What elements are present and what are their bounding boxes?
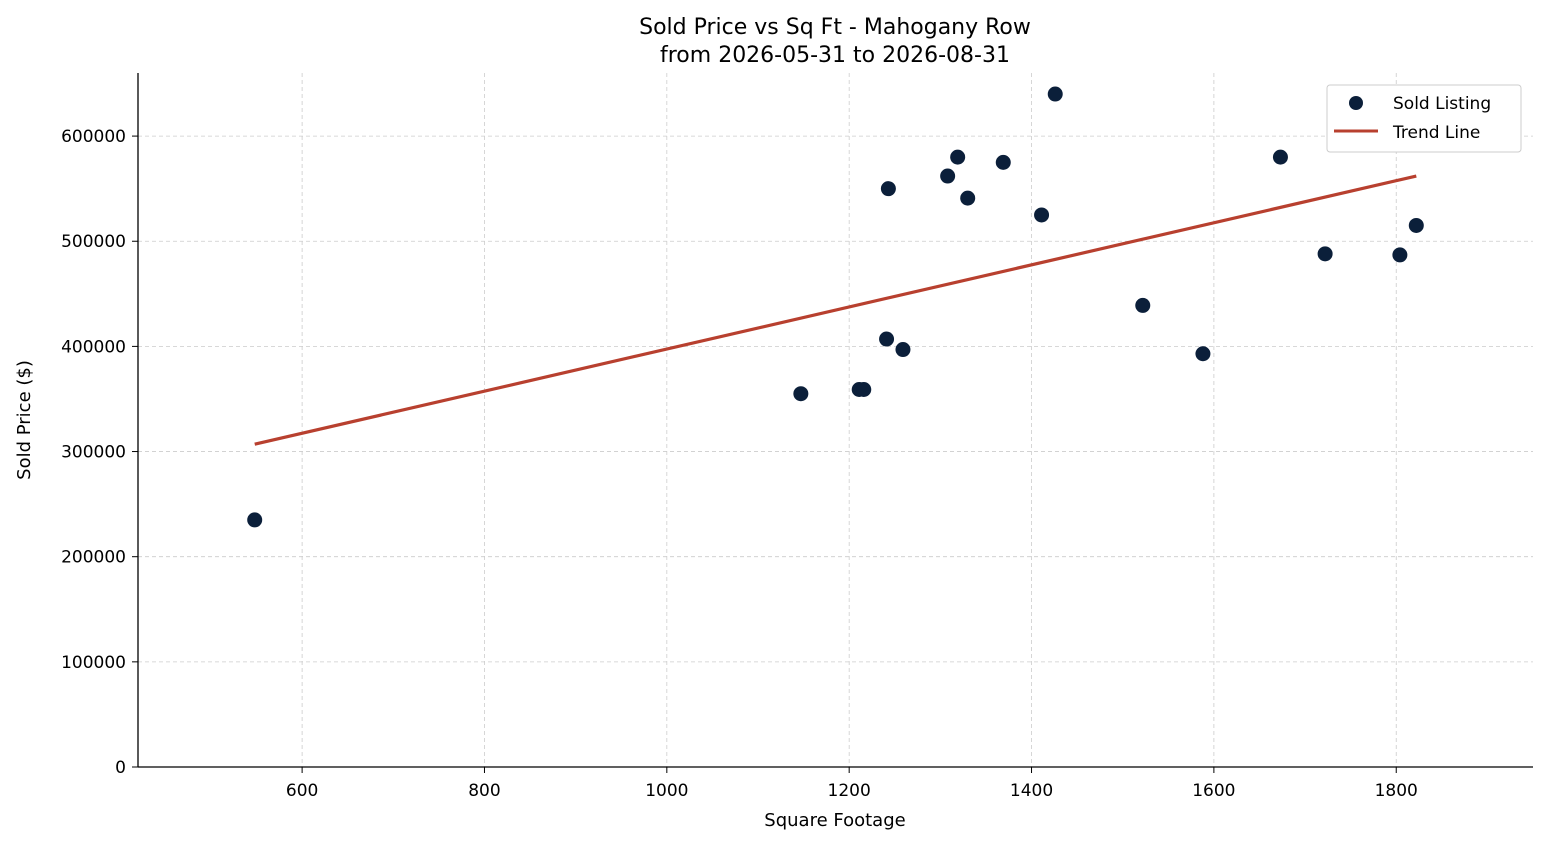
y-tick-label: 100000 (61, 653, 126, 673)
legend-scatter-marker (1349, 96, 1363, 110)
data-point (1047, 86, 1063, 102)
data-point (895, 342, 911, 358)
data-point (1272, 149, 1288, 165)
data-point (856, 382, 872, 398)
data-point (879, 331, 895, 347)
x-tick-label: 1600 (1192, 781, 1235, 801)
data-point (880, 181, 896, 197)
x-tick-label: 1800 (1375, 781, 1418, 801)
legend-label-sold-listing: Sold Listing (1393, 94, 1491, 114)
data-point (960, 190, 976, 206)
x-axis-label: Square Footage (764, 810, 905, 831)
x-tick-label: 1200 (828, 781, 871, 801)
y-axis-label: Sold Price ($) (14, 360, 35, 480)
data-point (950, 149, 966, 165)
legend-box (1326, 84, 1522, 153)
x-tick-label: 1400 (1010, 781, 1053, 801)
y-tick-label: 200000 (61, 548, 126, 568)
data-point (995, 154, 1011, 170)
y-tick-label: 300000 (61, 443, 126, 463)
axes (137, 73, 1533, 768)
data-point (1408, 217, 1424, 233)
chart-title: Sold Price vs Sq Ft - Mahogany Row (639, 15, 1031, 40)
y-tick-label: 600000 (61, 127, 126, 147)
data-point (1317, 246, 1333, 262)
y-tick-label: 400000 (61, 337, 126, 357)
data-point (793, 386, 809, 402)
data-point (1195, 346, 1211, 362)
data-point (1135, 297, 1151, 313)
x-ticks: 600 800 1000 1200 1400 1600 1800 (286, 767, 1418, 801)
y-tick-label: 0 (115, 758, 126, 778)
x-tick-label: 600 (286, 781, 318, 801)
data-point (247, 512, 263, 528)
data-point (1392, 247, 1408, 263)
series (247, 86, 1424, 528)
legend-label-trend-line: Trend Line (1392, 123, 1480, 143)
data-point (940, 168, 956, 184)
x-tick-label: 1000 (645, 781, 688, 801)
data-point (1034, 207, 1050, 223)
trend-line (254, 174, 1417, 446)
x-tick-label: 800 (468, 781, 500, 801)
legend: Sold Listing Trend Line (1326, 84, 1522, 153)
y-tick-label: 500000 (61, 232, 126, 252)
chart-subtitle: from 2026-05-31 to 2026-08-31 (660, 43, 1010, 68)
y-ticks: 0 100000 200000 300000 400000 500000 600000 (61, 127, 138, 778)
gridlines (138, 73, 1533, 767)
